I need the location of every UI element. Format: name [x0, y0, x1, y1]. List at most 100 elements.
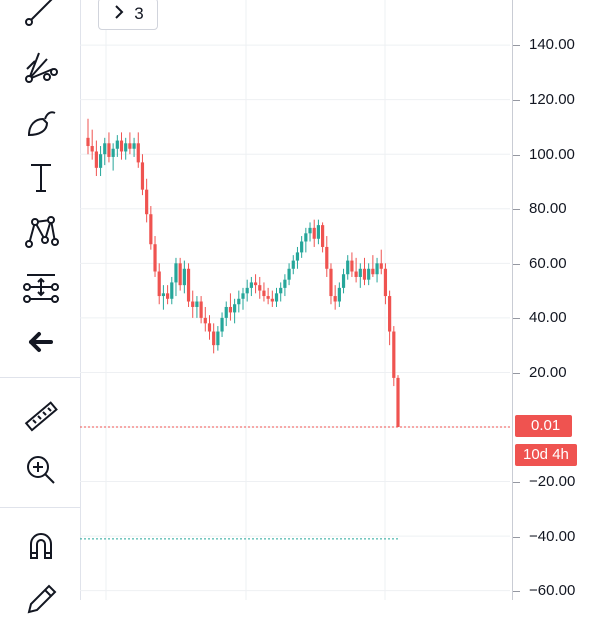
- candle-body: [262, 290, 266, 297]
- candle-body: [258, 285, 262, 291]
- pattern-icon[interactable]: [13, 210, 69, 254]
- candle-body: [358, 268, 362, 277]
- price-tick-label: 140.00: [529, 36, 575, 53]
- candle-body: [132, 143, 136, 149]
- candle-body: [128, 143, 132, 149]
- candle-body: [220, 317, 224, 332]
- candlestick-chart: [80, 0, 510, 600]
- candle-body: [86, 137, 90, 147]
- candle-body: [157, 271, 161, 297]
- candle-body: [295, 252, 300, 261]
- price-tick-label: −20.00: [529, 473, 576, 490]
- candle-body: [207, 323, 212, 332]
- price-tick-label: 120.00: [529, 91, 575, 108]
- candle-body: [304, 233, 308, 242]
- candle-body: [233, 304, 237, 313]
- chart-pane[interactable]: [80, 0, 510, 600]
- axis-tick: [513, 373, 520, 374]
- candle-body: [362, 268, 367, 280]
- magnet-icon[interactable]: [13, 524, 69, 568]
- candle-body: [111, 148, 115, 157]
- candle-body: [98, 154, 103, 168]
- axis-tick: [513, 155, 520, 156]
- candle-body: [195, 301, 199, 307]
- candle-body: [212, 331, 216, 346]
- candle-body: [312, 227, 316, 239]
- candle-body: [346, 260, 350, 275]
- text-icon[interactable]: [13, 155, 69, 199]
- candle-body: [174, 263, 178, 283]
- trend-line-icon[interactable]: [13, 0, 69, 34]
- candle-body: [337, 287, 341, 302]
- candle-body: [170, 282, 174, 299]
- candle-body: [103, 143, 107, 155]
- candle-body: [367, 268, 371, 280]
- candle-body: [354, 271, 358, 277]
- drawing-toolbar: [0, 0, 81, 614]
- candle-body: [320, 225, 325, 247]
- candle-body: [94, 151, 98, 168]
- toolbar-divider: [0, 507, 80, 508]
- candle-body: [124, 143, 128, 152]
- candle-body: [90, 146, 94, 152]
- ruler-icon[interactable]: [13, 394, 69, 438]
- candle-body: [371, 268, 375, 275]
- price-tick-label: −60.00: [529, 582, 576, 599]
- candle-body: [325, 246, 329, 269]
- candle-body: [153, 244, 157, 272]
- candle-body: [270, 298, 274, 302]
- candle-body: [182, 268, 186, 286]
- candle-body: [237, 298, 241, 305]
- price-tick-label: 60.00: [529, 255, 567, 272]
- zoom-in-icon[interactable]: [13, 448, 69, 492]
- price-tick-label: 80.00: [529, 200, 567, 217]
- candle-body: [115, 140, 119, 149]
- candle-body: [203, 317, 207, 324]
- back-arrow-icon[interactable]: [13, 320, 69, 364]
- candle-body: [375, 263, 379, 275]
- candle-body: [383, 268, 388, 297]
- candle-body: [241, 293, 245, 299]
- candle-body: [216, 331, 220, 346]
- candle-body: [161, 293, 166, 297]
- candle-body: [249, 282, 253, 288]
- candle-body: [107, 143, 111, 157]
- price-axis[interactable]: 140.00 120.00 100.00 80.00 60.00 40.00 2…: [512, 0, 600, 600]
- axis-tick: [513, 482, 520, 483]
- candle-body: [228, 306, 233, 313]
- price-tick-label: 100.00: [529, 146, 575, 163]
- candle-body: [224, 306, 228, 318]
- candle-body: [186, 268, 191, 302]
- axis-tick: [513, 318, 520, 319]
- prediction-icon[interactable]: [13, 265, 69, 309]
- candle-body: [191, 301, 195, 307]
- axis-tick: [513, 264, 520, 265]
- axis-tick: [513, 209, 520, 210]
- price-tick-label: 20.00: [529, 364, 567, 381]
- candle-body: [178, 263, 182, 286]
- candle-body: [308, 227, 312, 234]
- candle-body: [279, 287, 283, 294]
- axis-tick: [513, 45, 520, 46]
- candle-body: [291, 260, 295, 269]
- bar-countdown-label: 10d 4h: [515, 444, 577, 466]
- candle-body: [140, 162, 145, 190]
- candle-body: [329, 268, 333, 297]
- candle-body: [266, 296, 270, 299]
- indicator-count: 3: [134, 4, 144, 23]
- chevron-right-icon: [112, 4, 126, 25]
- axis-tick: [513, 100, 520, 101]
- candle-body: [253, 282, 258, 286]
- axis-tick: [513, 537, 520, 538]
- pencil-icon[interactable]: [13, 578, 69, 622]
- candle-body: [119, 140, 124, 152]
- candle-body: [379, 263, 383, 269]
- candle-body: [316, 225, 321, 239]
- candle-body: [274, 293, 279, 302]
- last-price-label: 0.01: [515, 415, 573, 437]
- candle-body: [388, 296, 392, 332]
- gann-fan-icon[interactable]: [13, 45, 69, 89]
- brush-icon[interactable]: [13, 101, 69, 145]
- collapse-indicators-button[interactable]: 3: [98, 0, 158, 30]
- candle-body: [145, 189, 149, 215]
